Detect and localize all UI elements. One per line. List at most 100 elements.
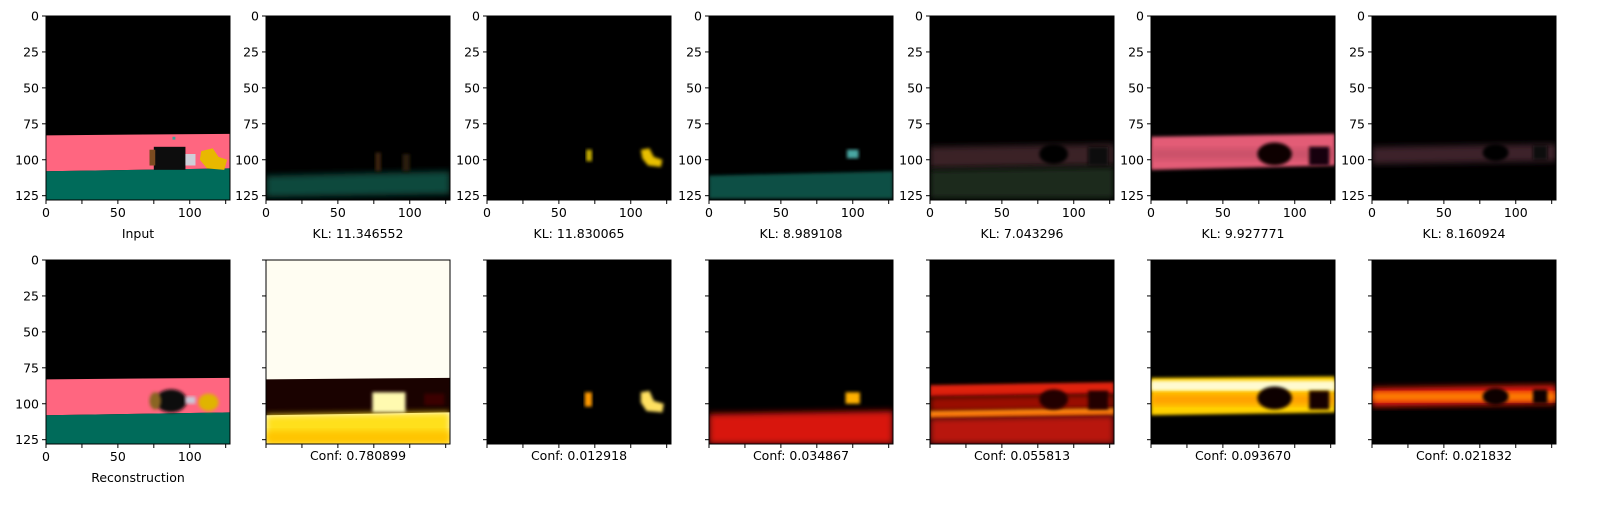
- x-tick-label: 50: [1215, 205, 1231, 220]
- panel-mask-5: [1147, 259, 1336, 448]
- y-tick-label: 0: [31, 253, 39, 268]
- y-tick-label: 125: [235, 188, 259, 203]
- panel-mask-4: [926, 259, 1115, 448]
- axes-frame: [45, 259, 231, 445]
- panel-slot-3: 0 0 25 50 50 75 100 100 125: [678, 9, 894, 220]
- label-mask-3: Conf: 0.034867: [752, 448, 850, 463]
- y-tick-label: 0: [694, 9, 702, 24]
- y-tick-label: 0: [472, 9, 480, 24]
- y-tick-label: 75: [686, 116, 702, 131]
- y-tick-label: 50: [464, 80, 480, 95]
- x-tick-label: 0: [42, 205, 50, 220]
- slot-1-image: [266, 16, 450, 200]
- axes-frame: [1150, 259, 1336, 445]
- y-tick-label: 125: [15, 432, 39, 447]
- y-tick-label: 0: [251, 9, 259, 24]
- axes-frame: [265, 259, 451, 445]
- y-tick-label: 125: [1120, 188, 1144, 203]
- label-mask-5: Conf: 0.093670: [1194, 448, 1292, 463]
- x-tick-label: 0: [1368, 205, 1376, 220]
- y-tick-label: 50: [907, 80, 923, 95]
- y-tick-label: 100: [235, 152, 259, 167]
- slot-5-image: [1151, 16, 1335, 200]
- axes-frame: [486, 259, 672, 445]
- label-mask-1: Conf: 0.780899: [309, 448, 407, 463]
- slot-4-image: [930, 16, 1114, 200]
- x-tick-label: 50: [994, 205, 1010, 220]
- y-tick-label: 50: [1349, 80, 1365, 95]
- y-tick-label: 50: [243, 80, 259, 95]
- x-tick-label: 50: [110, 449, 126, 464]
- mask-4-image: [930, 260, 1114, 444]
- slot-3-image: [709, 16, 893, 200]
- mask-5-image: [1151, 260, 1335, 444]
- panel-mask-1: [262, 259, 451, 448]
- axes-frame: [265, 15, 451, 201]
- y-tick-label: 25: [1128, 44, 1144, 59]
- x-tick-label: 50: [330, 205, 346, 220]
- mask-2-image: [487, 260, 671, 444]
- x-tick-label: 0: [483, 205, 491, 220]
- axes-frame: [45, 15, 231, 201]
- y-tick-label: 50: [23, 80, 39, 95]
- y-tick-label: 75: [1128, 116, 1144, 131]
- axes-frame: [486, 15, 672, 201]
- panel-slot-6: 0 0 25 50 50 75 100 100 125: [1341, 9, 1557, 220]
- panel-slot-1: 0 0 25 50 50 75 100 100 125: [235, 9, 451, 220]
- x-tick-label: 100: [1504, 205, 1528, 220]
- x-tick-label: 0: [1147, 205, 1155, 220]
- label-slot-3: KL: 8.989108: [759, 226, 843, 241]
- slot-2-image: [487, 16, 671, 200]
- panel-mask-2: [483, 259, 672, 448]
- label-mask-4: Conf: 0.055813: [973, 448, 1071, 463]
- y-tick-label: 100: [15, 396, 39, 411]
- x-tick-label: 100: [619, 205, 643, 220]
- axes-frame: [1371, 15, 1557, 201]
- y-tick-label: 50: [23, 324, 39, 339]
- axes-frame: [708, 259, 894, 445]
- y-tick-label: 0: [31, 9, 39, 24]
- y-tick-label: 25: [243, 44, 259, 59]
- axes-frame: [1371, 259, 1557, 445]
- panel-input: 0 0 25 50 50 75 100 100 125: [15, 9, 231, 220]
- y-tick-label: 100: [899, 152, 923, 167]
- y-tick-label: 125: [678, 188, 702, 203]
- panel-slot-2: 0 0 25 50 50 75 100 100 125: [456, 9, 672, 220]
- reconstruction-image: [46, 260, 230, 444]
- axes-frame: [929, 15, 1115, 201]
- label-slot-4: KL: 7.043296: [980, 226, 1064, 241]
- label-reconstruction: Reconstruction: [91, 470, 185, 485]
- x-tick-label: 50: [1436, 205, 1452, 220]
- y-tick-label: 125: [1341, 188, 1365, 203]
- x-tick-label: 100: [178, 205, 202, 220]
- label-slot-1: KL: 11.346552: [312, 226, 404, 241]
- y-tick-label: 75: [23, 116, 39, 131]
- label-input: Input: [121, 226, 155, 241]
- y-tick-label: 50: [686, 80, 702, 95]
- x-tick-label: 0: [705, 205, 713, 220]
- y-tick-label: 75: [243, 116, 259, 131]
- panel-mask-3: [705, 259, 894, 448]
- y-tick-label: 75: [23, 360, 39, 375]
- y-tick-label: 25: [464, 44, 480, 59]
- y-tick-label: 100: [1341, 152, 1365, 167]
- x-tick-label: 100: [1062, 205, 1086, 220]
- x-tick-label: 50: [551, 205, 567, 220]
- x-tick-label: 100: [1283, 205, 1307, 220]
- y-tick-label: 0: [1136, 9, 1144, 24]
- axes-frame: [708, 15, 894, 201]
- y-tick-label: 100: [456, 152, 480, 167]
- panel-slot-4: 0 0 25 50 50 75 100 100 125: [899, 9, 1115, 220]
- y-tick-label: 75: [464, 116, 480, 131]
- x-tick-label: 100: [178, 449, 202, 464]
- y-tick-label: 125: [456, 188, 480, 203]
- y-tick-label: 125: [15, 188, 39, 203]
- y-tick-label: 50: [1128, 80, 1144, 95]
- y-tick-label: 0: [1357, 9, 1365, 24]
- y-tick-label: 25: [23, 288, 39, 303]
- y-tick-label: 25: [907, 44, 923, 59]
- x-tick-label: 50: [110, 205, 126, 220]
- y-tick-label: 0: [915, 9, 923, 24]
- axes-frame: [1150, 15, 1336, 201]
